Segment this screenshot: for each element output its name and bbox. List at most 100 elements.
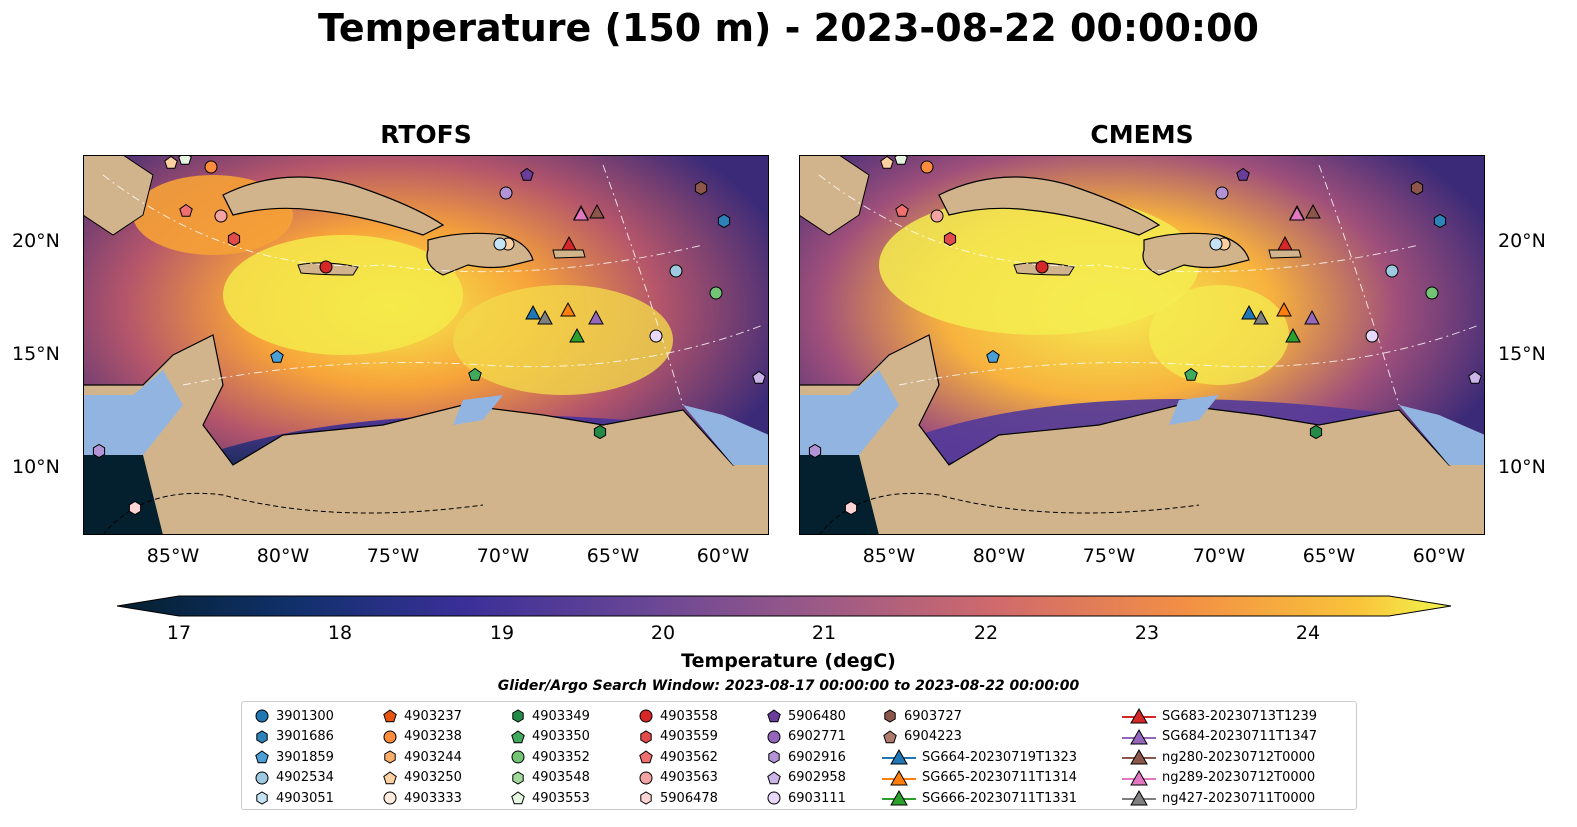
legend-item-label: SG683-20230713T1239	[1162, 708, 1318, 724]
argo-float-marker	[1385, 264, 1399, 278]
legend-item: 6903111	[766, 788, 846, 808]
legend-item: 6902958	[766, 768, 846, 788]
argo-float-marker	[880, 155, 894, 169]
argo-float-marker	[493, 237, 507, 251]
argo-float-marker	[128, 500, 142, 516]
argo-float-marker	[986, 349, 1000, 363]
legend-item: 5906478	[638, 788, 718, 808]
argo-float-marker	[920, 160, 934, 174]
argo-float-marker	[319, 260, 333, 274]
legend-item-label: ng280-20230712T0000	[1162, 749, 1316, 765]
legend-item-label: 3901300	[276, 708, 334, 724]
legend-marker-triangle-line	[1122, 749, 1156, 765]
argo-float-marker	[894, 155, 908, 165]
argo-float-marker	[1215, 186, 1229, 200]
legend-item: 4903349	[510, 706, 590, 726]
legend-item: 4903563	[638, 768, 718, 788]
argo-float-marker	[717, 213, 731, 229]
legend-item: 4903333	[382, 788, 462, 808]
lon-label-80w-rtofs: 80°W	[256, 545, 310, 567]
legend-item: 6904223	[882, 727, 962, 747]
argo-float-marker	[1425, 286, 1439, 300]
legend-marker-circle	[383, 730, 397, 743]
legend-item: 4903553	[510, 788, 590, 808]
lon-label-60w-cmems: 60°W	[1412, 545, 1466, 567]
legend-item: 4903548	[510, 768, 590, 788]
map-panel-rtofs	[83, 155, 769, 535]
legend-marker-pentagon	[511, 729, 525, 743]
legend-item: ng289-20230712T0000	[1122, 768, 1315, 788]
legend-item: 6902771	[766, 727, 846, 747]
legend-item-label: 4902534	[276, 770, 334, 785]
legend-item-label: 4903333	[404, 790, 462, 806]
cbar-tick-17: 17	[166, 622, 192, 644]
legend-marker-circle	[639, 709, 653, 723]
legend-item: SG666-20230711T1331	[882, 788, 1077, 808]
legend-item-label: SG664-20230719T1323	[922, 749, 1078, 765]
legend-item: SG684-20230711T1347	[1122, 727, 1317, 747]
argo-float-marker	[499, 186, 513, 200]
glider-marker	[588, 309, 604, 325]
legend-item-label: 6902916	[788, 749, 846, 765]
legend-marker-hexagon	[256, 791, 268, 805]
legend-marker-circle	[767, 730, 781, 743]
cbar-tick-23: 23	[1134, 622, 1160, 644]
legend-marker-hexagon	[512, 770, 524, 785]
legend-item: 3901300	[254, 706, 334, 726]
argo-float-marker	[204, 160, 218, 174]
legend-item-label: 4903558	[660, 708, 718, 724]
legend-marker-pentagon	[511, 791, 525, 805]
cbar-tick-22: 22	[973, 622, 999, 644]
argo-float-marker	[227, 231, 241, 247]
legend-item-label: 4903553	[532, 790, 590, 806]
legend-item: 4903237	[382, 706, 462, 726]
argo-float-marker	[1035, 260, 1049, 274]
lon-label-65w-rtofs: 65°W	[586, 545, 640, 567]
legend-item-label: SG666-20230711T1331	[922, 790, 1078, 806]
glider-marker	[560, 301, 576, 317]
glider-marker	[573, 205, 589, 221]
glider-marker	[1285, 327, 1301, 343]
argo-float-marker	[844, 500, 858, 516]
legend-marker-pentagon	[255, 750, 269, 764]
glider-marker	[1277, 235, 1293, 251]
argo-float-marker	[943, 231, 957, 247]
argo-float-marker	[895, 203, 909, 217]
colorbar	[117, 595, 1452, 617]
argo-float-marker	[593, 424, 607, 440]
legend-marker-hexagon	[384, 750, 396, 764]
legend-item: 4903350	[510, 727, 590, 747]
cbar-tick-18: 18	[327, 622, 353, 644]
legend-marker-pentagon	[883, 729, 897, 743]
legend-item: 4903558	[638, 706, 718, 726]
legend-item-label: 4903350	[532, 729, 590, 744]
legend-marker-pentagon	[639, 750, 653, 764]
lon-label-85w-rtofs: 85°W	[146, 545, 200, 567]
legend-marker-triangle-line	[882, 769, 916, 785]
argo-float-marker	[164, 155, 178, 169]
panel-title-cmems: CMEMS	[1090, 120, 1194, 149]
argo-float-marker	[669, 264, 683, 278]
map-panel-cmems	[799, 155, 1485, 535]
cbar-tick-20: 20	[650, 622, 676, 644]
legend-marker-hexagon	[640, 791, 652, 805]
legend-item-label: 5906478	[660, 790, 718, 806]
lat-label-15n-right: 15°N	[1498, 343, 1546, 365]
panel-title-rtofs: RTOFS	[380, 120, 472, 149]
legend-item-label: 4903349	[532, 708, 590, 724]
glider-marker	[1305, 203, 1321, 219]
legend-item-label: 3901686	[276, 729, 334, 744]
lon-label-65w-cmems: 65°W	[1302, 545, 1356, 567]
legend-item-label: 4903238	[404, 729, 462, 744]
legend-marker-pentagon	[383, 709, 397, 723]
legend-item-label: 4903250	[404, 770, 462, 785]
legend-marker-circle	[255, 709, 269, 723]
lon-label-80w-cmems: 80°W	[972, 545, 1026, 567]
legend-item-label: ng289-20230712T0000	[1162, 770, 1316, 785]
legend-item-label: SG665-20230711T1314	[922, 770, 1078, 785]
legend-item: 5906480	[766, 706, 846, 726]
cbar-tick-24: 24	[1295, 622, 1321, 644]
legend-marker-circle	[767, 791, 781, 805]
legend-item-label: 4903563	[660, 770, 718, 785]
argo-float-marker	[178, 155, 192, 165]
